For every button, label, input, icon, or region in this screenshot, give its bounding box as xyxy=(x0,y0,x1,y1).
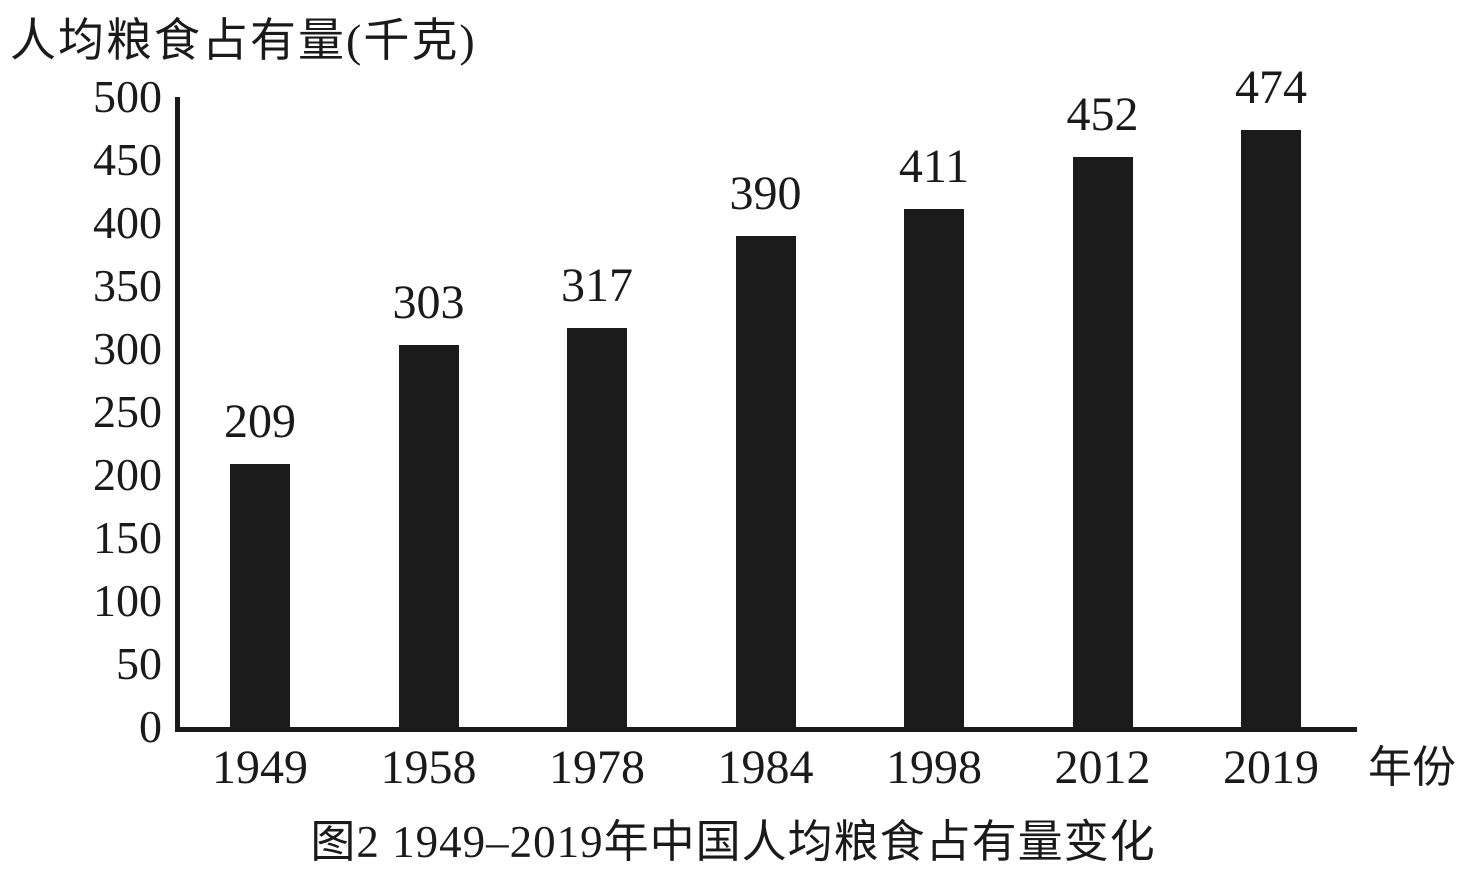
bar-value-label: 474 xyxy=(1235,61,1307,114)
y-tick-label: 350 xyxy=(93,260,162,311)
bar-1998 xyxy=(904,209,964,727)
bar-2012 xyxy=(1072,157,1133,727)
bar-2019 xyxy=(1241,130,1301,727)
bar-value-label: 411 xyxy=(898,140,970,193)
y-axis-title: 人均粮食占有量(千克) xyxy=(10,15,477,66)
x-tick-label: 1958 xyxy=(380,741,477,794)
bar-1949 xyxy=(230,464,290,727)
bar-value-label: 317 xyxy=(561,259,633,312)
bar-value-label: 390 xyxy=(729,167,802,220)
bar-1978 xyxy=(567,328,627,727)
bar-1984 xyxy=(735,236,796,727)
x-axis-title: 年份 xyxy=(1368,743,1456,792)
y-tick-label: 150 xyxy=(93,512,162,563)
bar-value-label: 303 xyxy=(392,276,465,329)
bar-value-label: 452 xyxy=(1066,88,1139,141)
y-tick-label: 100 xyxy=(93,575,162,626)
y-tick-label: 400 xyxy=(93,197,162,248)
bar-value-label: 209 xyxy=(224,395,296,448)
y-tick-label: 450 xyxy=(93,134,162,185)
y-tick-label: 250 xyxy=(93,386,162,437)
x-tick-label: 1949 xyxy=(212,741,308,794)
y-tick-label: 0 xyxy=(139,701,162,752)
y-tick-label: 200 xyxy=(93,449,162,500)
y-tick-label: 300 xyxy=(93,323,162,374)
x-tick-label: 1998 xyxy=(886,741,982,794)
x-tick-label: 1984 xyxy=(717,741,814,794)
x-tick-label: 2012 xyxy=(1054,741,1151,794)
x-tick-label: 2019 xyxy=(1223,741,1319,794)
figure-caption: 图2 1949–2019年中国人均粮食占有量变化 xyxy=(310,817,1156,867)
y-tick-label: 500 xyxy=(93,71,162,122)
plot-area: 209 303 317 390 411 452 474 xyxy=(175,64,1357,732)
bar-1958 xyxy=(398,345,459,727)
x-tick-label: 1978 xyxy=(549,741,645,794)
y-tick-label: 50 xyxy=(116,638,162,689)
